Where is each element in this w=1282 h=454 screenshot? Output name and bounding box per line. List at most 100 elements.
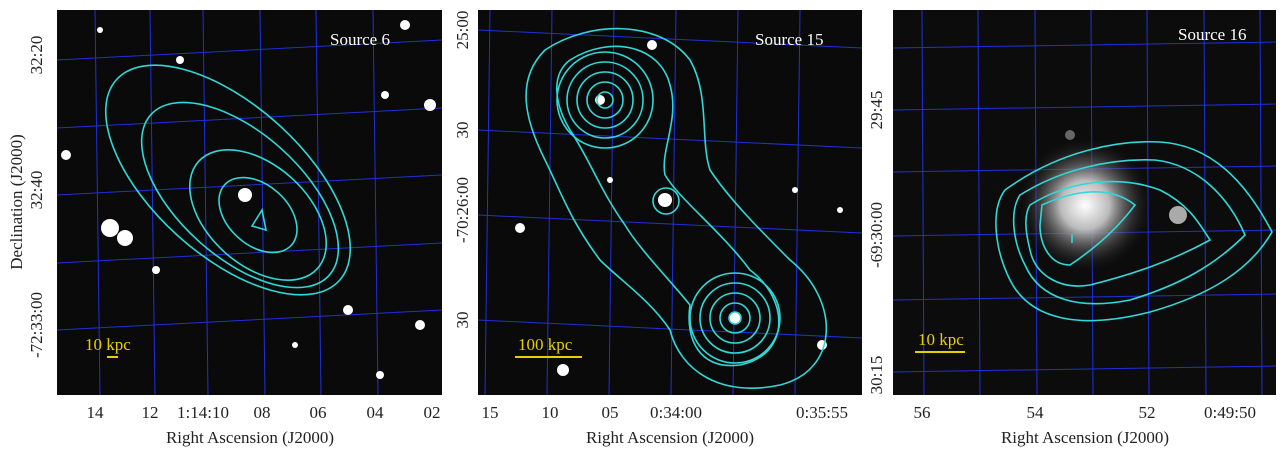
grid-line [1259,9,1263,396]
grid-line [477,214,863,234]
contour [995,140,1273,322]
star [238,188,252,202]
star [343,305,353,315]
star [792,187,798,193]
contour [728,311,742,325]
grid-line [477,29,863,49]
star [117,230,133,246]
grid-line [670,9,677,396]
y-tick-label: 30 [453,312,472,329]
scale-bar-label: 100 kpc [518,335,573,354]
contour [556,51,654,149]
grid-line [259,9,266,396]
contour [218,176,298,254]
scale-bar-label: 10 kpc [85,335,131,354]
contour [689,272,781,364]
grid-line [921,9,925,396]
x-tick-label: 15 [482,403,499,422]
x-axis-label: Right Ascension (J2000) [1001,428,1169,447]
grid-line [56,39,443,61]
contour [1012,158,1246,305]
star [658,193,672,207]
grid-line [56,174,443,196]
star [176,56,184,64]
y-tick-label: -70:26:00 [453,177,472,243]
x-tick-label: 0:49:50 [1204,403,1256,422]
x-tick-label: 02 [424,403,441,422]
galaxy [1015,135,1155,275]
star [647,40,657,50]
star [381,91,389,99]
contour [1039,191,1137,266]
x-tick-label: 0:34:00 [650,403,702,422]
panel-2: Source 15 100 kpc [477,9,863,396]
y-tick-label: 32:40 [27,171,46,210]
x-tick-label: 10 [542,403,559,422]
stars [515,40,843,376]
grid-line [892,293,1277,301]
y-tick-label: 25:00 [453,11,472,50]
contour [709,292,761,344]
grid-line [56,309,443,331]
grid-line [892,365,1277,373]
contour [104,64,352,296]
grid-line [546,9,553,396]
contour [1025,180,1212,287]
star [376,371,384,379]
x-tick-label: 12 [142,403,159,422]
x-tick-label: 56 [914,403,931,422]
grid-line [56,107,443,129]
star [424,99,436,111]
y-tick-label: -69:30:00 [867,202,886,268]
star [152,266,160,274]
y-tick-label: 29:45 [867,91,886,130]
x-tick-label: 06 [310,403,327,422]
star [101,219,119,237]
panel-title: Source 16 [1178,25,1246,44]
grid-line [94,9,101,396]
contours [525,27,828,389]
grid-line [484,9,491,396]
y-tick-label: 30 [453,122,472,139]
contour [566,61,644,139]
x-tick-label: 04 [367,403,385,422]
grid-line [372,9,379,396]
x-tick-label: 1:14:10 [177,403,229,422]
panel-3: Source 16 10 kpc [892,9,1277,396]
grid-line [315,9,322,396]
contour [525,27,828,389]
star [97,27,103,33]
x-tick-label: 08 [254,403,271,422]
contour [188,149,328,281]
panel-1: Source 6 10 kpc [56,9,443,396]
contour [719,302,751,334]
image [57,10,442,395]
contour [556,45,780,367]
star [607,177,613,183]
contours [104,64,352,296]
grid-line [977,9,981,396]
panel-title: Source 15 [755,30,823,49]
x-tick-label: 54 [1027,403,1045,422]
star [515,223,525,233]
grid-line [1203,9,1207,396]
x-axis-label: Right Ascension (J2000) [586,428,754,447]
grid-line [202,9,209,396]
star [1169,206,1187,224]
x-tick-label: 0:35:55 [796,403,848,422]
x-tick-label: 14 [87,403,105,422]
x-tick-label: 05 [602,403,619,422]
star [292,342,298,348]
contours [995,140,1273,322]
contour [576,71,634,129]
star [400,20,410,30]
contour [699,282,771,354]
contour [140,101,340,289]
star [1065,130,1075,140]
star [415,320,425,330]
stars [61,20,436,379]
contour [586,81,624,119]
